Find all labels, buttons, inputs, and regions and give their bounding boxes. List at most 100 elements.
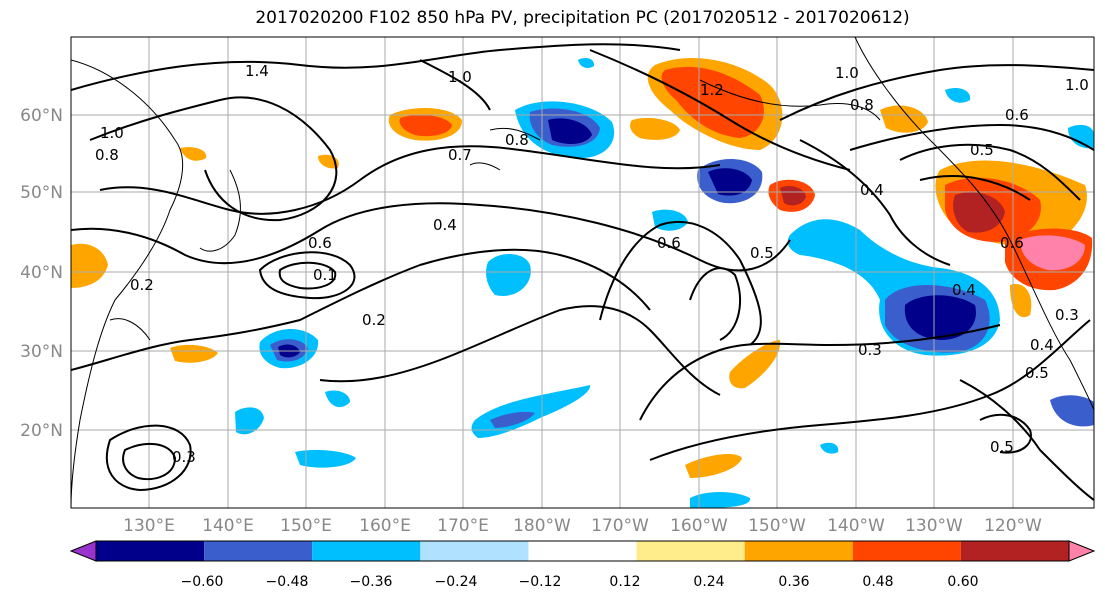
lon-label: 140°W	[827, 516, 885, 536]
contour-label: 0.8	[505, 131, 529, 149]
colorbar-swatch	[744, 541, 853, 561]
lat-label: 50°N	[20, 183, 63, 203]
precip-positive-blob	[1020, 235, 1085, 271]
map-area: 1.4 1.0 0.8 1.0 0.7 0.8 1.2 1.0 0.8 0.6 …	[71, 37, 1094, 508]
contour-label: 0.8	[850, 96, 874, 114]
lat-label: 20°N	[20, 421, 63, 441]
contour-label: 0.7	[448, 146, 472, 164]
colorbar-label: −0.24	[435, 574, 478, 590]
contour-label: 1.2	[700, 81, 724, 99]
lon-label: 150°E	[280, 516, 332, 536]
lon-labels: 130°E 140°E 150°E 160°E 170°E 180°W 170°…	[123, 516, 1042, 536]
map-gridlines	[71, 37, 1094, 508]
contour-label: 0.5	[1025, 364, 1049, 382]
colorbar-swatch	[420, 541, 529, 561]
colorbar	[69, 540, 1096, 562]
precip-negative-blob	[690, 492, 751, 508]
lon-label: 160°W	[670, 516, 728, 536]
contour-label: 1.0	[448, 68, 472, 86]
lon-label: 170°W	[591, 516, 649, 536]
contour-label: 0.5	[750, 244, 774, 262]
lon-label: 130°E	[123, 516, 175, 536]
contour-label: 0.1	[313, 266, 337, 284]
lon-label: 180°W	[513, 516, 571, 536]
precip-positive-blob	[1010, 284, 1032, 318]
contour-labels: 1.4 1.0 0.8 1.0 0.7 0.8 1.2 1.0 0.8 0.6 …	[95, 62, 1089, 466]
colorbar-swatch	[312, 541, 421, 561]
colorbar-label: 0.60	[947, 574, 978, 590]
contour-label: 0.4	[1030, 336, 1054, 354]
precip-positive-blob	[780, 186, 806, 206]
contour-label: 0.6	[657, 234, 681, 252]
precip-positive-blob	[170, 344, 218, 363]
contour-label: 0.4	[433, 216, 457, 234]
precip-positive-blob	[953, 192, 1005, 233]
colorbar-swatch	[528, 541, 637, 561]
contour-label: 0.5	[990, 438, 1014, 456]
lat-label: 40°N	[20, 263, 63, 283]
colorbar-label: 0.24	[693, 574, 724, 590]
colorbar-label: 0.12	[609, 574, 640, 590]
contour-label: 0.4	[952, 281, 976, 299]
colorbar-swatch	[636, 541, 745, 561]
colorbar-swatch	[960, 541, 1069, 561]
precip-negative-blob	[820, 442, 839, 454]
lat-label: 30°N	[20, 342, 63, 362]
colorbar-frame	[95, 540, 1070, 562]
precip-negative-blob	[486, 254, 531, 296]
precip-positive-blob	[399, 114, 452, 137]
precip-positive-blob	[729, 340, 781, 389]
colorbar-label: −0.12	[519, 574, 562, 590]
contour-label: 0.3	[172, 448, 196, 466]
colorbar-label: −0.60	[181, 574, 224, 590]
lat-labels: 60°N 50°N 40°N 30°N 20°N	[20, 106, 63, 441]
lon-label: 120°W	[984, 516, 1042, 536]
colorbar-label: 0.36	[778, 574, 809, 590]
contour-label: 0.6	[1000, 234, 1024, 252]
contour-label: 1.4	[245, 62, 269, 80]
contour-label: 1.0	[100, 124, 124, 142]
colorbar-swatch	[852, 541, 961, 561]
contour-label: 0.4	[860, 181, 884, 199]
lon-label: 150°W	[748, 516, 806, 536]
colorbar-swatch	[96, 541, 205, 561]
map-frame	[70, 36, 1095, 509]
contour-label: 0.2	[130, 276, 154, 294]
colorbar-extend-low	[69, 540, 97, 562]
contour-label: 1.0	[835, 64, 859, 82]
contour-label: 0.3	[1055, 306, 1079, 324]
precip-negative-blob	[295, 450, 356, 468]
precip-positive-blob	[71, 243, 108, 288]
contour-label: 0.3	[858, 341, 882, 359]
lon-label: 160°E	[359, 516, 411, 536]
contour-label: 0.6	[308, 234, 332, 252]
precip-negative-blob	[548, 118, 592, 145]
contour-label: 0.5	[970, 141, 994, 159]
precip-negative-blob	[1068, 124, 1094, 149]
pv-contours	[71, 43, 1094, 501]
contour-label: 0.6	[1005, 106, 1029, 124]
precip-negative-blob	[325, 390, 350, 408]
precip-negative-blob	[945, 88, 971, 103]
colorbar-extend-high	[1068, 540, 1096, 562]
precip-negative-blob	[578, 58, 595, 68]
lon-label: 130°W	[905, 516, 963, 536]
precip-negative-blob	[235, 407, 264, 435]
colorbar-label: 0.48	[862, 574, 893, 590]
colorbar-labels: −0.60 −0.48 −0.36 −0.24 −0.12 0.12 0.24 …	[181, 574, 979, 590]
coastlines	[71, 37, 1094, 508]
colorbar-label: −0.36	[350, 574, 393, 590]
contour-label: 0.8	[95, 146, 119, 164]
precip-positive-blob	[630, 118, 680, 140]
precip-positive-blob	[661, 66, 764, 138]
precip-negative-blob	[1050, 395, 1094, 427]
lon-label: 170°E	[437, 516, 489, 536]
precip-negative-blob	[904, 295, 976, 340]
contour-label: 1.0	[1065, 76, 1089, 94]
lon-label: 140°E	[202, 516, 254, 536]
lat-label: 60°N	[20, 106, 63, 126]
map-title: 2017020200 F102 850 hPa PV, precipitatio…	[255, 8, 910, 28]
colorbar-swatch	[204, 541, 313, 561]
precip-negative-blob	[490, 411, 535, 428]
